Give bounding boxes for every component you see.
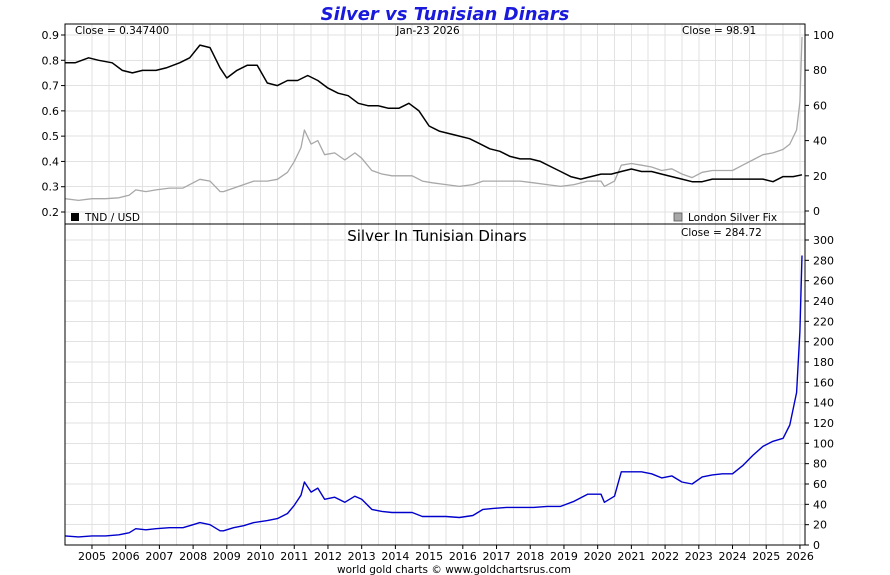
bottom-right-tick-label: 220 — [813, 315, 834, 328]
legend-label-tnd: TND / USD — [84, 212, 140, 224]
x-tick-label: 2019 — [550, 550, 578, 563]
top-right-tick-label: 80 — [813, 64, 827, 77]
top-right-tick-label: 20 — [813, 170, 827, 183]
top-left-close-label: Close = 0.347400 — [75, 25, 169, 37]
bottom-right-tick-label: 140 — [813, 397, 834, 410]
top-right-tick-label: 60 — [813, 99, 827, 112]
top-left-tick-label: 0.7 — [42, 80, 60, 93]
top-left-tick-label: 0.6 — [42, 105, 60, 118]
top-chart-title: Silver vs Tunisian Dinars — [321, 4, 570, 25]
bottom-right-tick-label: 60 — [813, 478, 827, 491]
x-tick-label: 2005 — [78, 550, 106, 563]
bottom-right-tick-label: 280 — [813, 254, 834, 267]
silver-fix-line — [64, 36, 803, 202]
bottom-right-tick-label: 80 — [813, 458, 827, 471]
top-left-tick-label: 0.9 — [42, 29, 60, 42]
x-tick-label: 2010 — [247, 550, 275, 563]
top-left-tick-label: 0.8 — [42, 54, 60, 67]
bottom-plot-frame — [64, 223, 806, 546]
bottom-right-tick-label: 200 — [813, 336, 834, 349]
x-tick-label: 2007 — [145, 550, 173, 563]
x-tick-label: 2022 — [651, 550, 679, 563]
top-left-tick-label: 0.3 — [42, 181, 60, 194]
legend-swatch-tnd — [71, 213, 79, 221]
x-tick-label: 2018 — [516, 550, 544, 563]
bottom-series-group — [64, 255, 803, 538]
bottom-right-tick-label: 180 — [813, 356, 834, 369]
top-series-group — [64, 36, 803, 202]
x-tick-label: 2016 — [449, 550, 477, 563]
bottom-right-tick-label: 160 — [813, 376, 834, 389]
bottom-right-tick-label: 100 — [813, 437, 834, 450]
top-left-axis-ticks: 0.9 0.8 0.7 0.6 0.5 0.4 0.3 0.2 — [42, 29, 65, 219]
top-right-close-label: Close = 98.91 — [682, 25, 756, 37]
silver-in-tnd-line — [64, 255, 803, 538]
bottom-gridlines — [65, 224, 805, 546]
top-right-tick-label: 40 — [813, 135, 827, 148]
x-tick-label: 2023 — [685, 550, 713, 563]
x-tick-label: 2011 — [280, 550, 308, 563]
bottom-chart-title: Silver In Tunisian Dinars — [347, 227, 527, 245]
top-gridlines — [65, 24, 805, 224]
top-right-tick-label: 0 — [813, 205, 820, 218]
footer-credit: world gold charts © www.goldchartsrus.co… — [337, 564, 571, 575]
top-left-tick-label: 0.2 — [42, 206, 60, 219]
x-tick-label: 2015 — [415, 550, 443, 563]
bottom-right-tick-label: 300 — [813, 234, 834, 247]
x-tick-label: 2026 — [786, 550, 814, 563]
x-axis-ticks: 2005 2006 2007 2008 2009 2010 2011 2012 2013 2014… — [78, 545, 814, 563]
bottom-right-axis-ticks: 3002802602402202001801601401201008060402… — [805, 234, 834, 552]
top-right-tick-label: 100 — [813, 29, 834, 42]
bottom-close-label: Close = 284.72 — [681, 227, 762, 239]
x-tick-label: 2009 — [213, 550, 241, 563]
x-tick-label: 2017 — [483, 550, 511, 563]
tnd-usd-line — [65, 44, 803, 183]
bottom-right-tick-label: 120 — [813, 417, 834, 430]
x-tick-label: 2012 — [314, 550, 342, 563]
top-date-label: Jan-23 2026 — [395, 25, 460, 37]
x-tick-label: 2006 — [112, 550, 140, 563]
bottom-right-tick-label: 0 — [813, 539, 820, 552]
x-tick-label: 2008 — [179, 550, 207, 563]
legend-label-silver: London Silver Fix — [688, 212, 777, 224]
bottom-right-tick-label: 260 — [813, 275, 834, 288]
x-tick-label: 2020 — [584, 550, 612, 563]
x-tick-label: 2024 — [719, 550, 747, 563]
bottom-right-tick-label: 240 — [813, 295, 834, 308]
bottom-right-tick-label: 40 — [813, 498, 827, 511]
top-left-tick-label: 0.5 — [42, 130, 60, 143]
bottom-right-tick-label: 20 — [813, 519, 827, 532]
x-tick-label: 2025 — [752, 550, 780, 563]
x-tick-label: 2021 — [617, 550, 645, 563]
legend-swatch-silver — [673, 212, 683, 222]
x-tick-label: 2014 — [381, 550, 409, 563]
top-right-axis-ticks: 100 80 60 40 20 0 — [805, 29, 834, 218]
top-left-tick-label: 0.4 — [42, 155, 60, 168]
x-tick-label: 2013 — [348, 550, 376, 563]
